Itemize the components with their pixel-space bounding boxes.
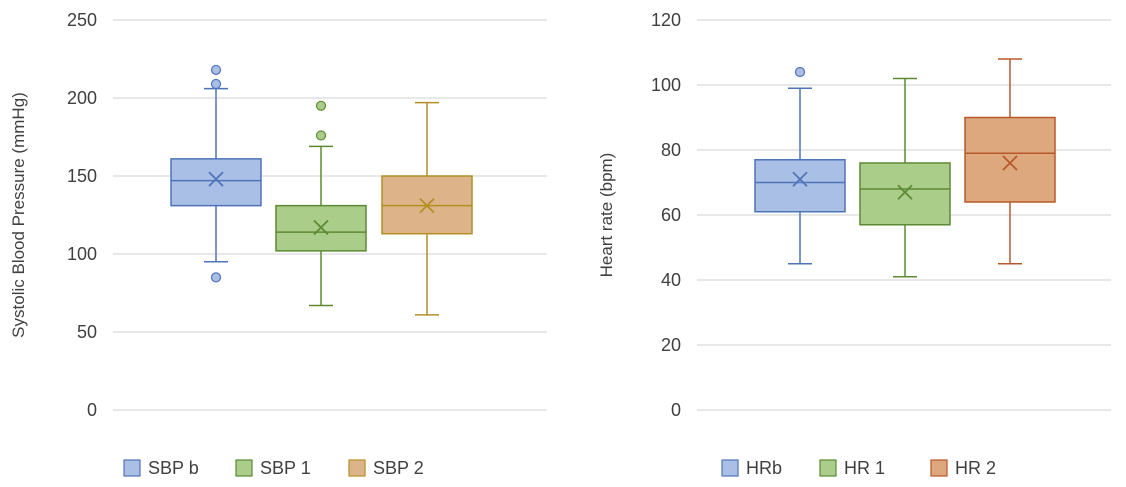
- iqr-box: [170, 158, 262, 207]
- iqr-box: [964, 116, 1056, 203]
- iqr-box: [859, 162, 951, 226]
- legend-label: HR 1: [844, 458, 885, 478]
- y-tick-label: 40: [661, 270, 681, 290]
- mean-marker: [897, 184, 913, 200]
- legend-swatch: [348, 459, 366, 477]
- outlier-point: [315, 100, 327, 111]
- outlier-point: [210, 272, 222, 283]
- y-tick-label: 250: [67, 10, 97, 30]
- y-tick-label: 150: [67, 166, 97, 186]
- mean-marker: [1002, 155, 1018, 171]
- y-tick-label: 100: [67, 244, 97, 264]
- iqr-box: [275, 204, 367, 252]
- y-tick-label: 80: [661, 140, 681, 160]
- y-axis-label: Systolic Blood Pressure (mmHg): [9, 92, 28, 338]
- y-axis-label: Heart rate (bpm): [597, 153, 616, 278]
- legend-swatch: [819, 459, 837, 477]
- y-tick-label: 0: [671, 400, 681, 420]
- y-tick-label: 50: [77, 322, 97, 342]
- box-sbp-2: [381, 101, 473, 316]
- outlier-point: [210, 64, 222, 76]
- y-tick-label: 20: [661, 335, 681, 355]
- legend-swatch: [123, 459, 141, 477]
- legend-swatch: [930, 459, 948, 477]
- chart-2: 0 20 40 60 80 100 120 Heart rate (bpm) HRb HR 1 HR…: [597, 10, 1111, 478]
- box-hr-2: [964, 58, 1056, 265]
- outlier-point: [210, 78, 222, 90]
- y-tick-label: 60: [661, 205, 681, 225]
- legend-label: HRb: [746, 458, 782, 478]
- y-tick-label: 200: [67, 88, 97, 108]
- legend-label: SBP 1: [260, 458, 311, 478]
- chart-1: 0 50 100 150 200 250 Systolic Blood Pressure (…: [9, 10, 547, 478]
- box-sbp-1: [275, 100, 367, 307]
- iqr-box: [754, 159, 846, 213]
- mean-marker: [419, 198, 435, 214]
- legend-label: SBP b: [148, 458, 199, 478]
- mean-marker: [792, 171, 808, 187]
- box-hrb: [754, 66, 846, 265]
- outlier-point: [315, 130, 327, 141]
- mean-marker: [208, 171, 224, 187]
- mean-marker: [313, 219, 329, 236]
- outlier-point: [794, 66, 806, 78]
- box-sbp-b: [170, 64, 262, 283]
- legend-swatch: [235, 459, 253, 477]
- legend-swatch: [721, 459, 739, 477]
- y-tick-label: 120: [651, 10, 681, 30]
- legend-label: SBP 2: [373, 458, 424, 478]
- y-tick-label: 0: [87, 400, 97, 420]
- legend-label: HR 2: [955, 458, 996, 478]
- box-hr-1: [859, 77, 951, 278]
- y-tick-label: 100: [651, 75, 681, 95]
